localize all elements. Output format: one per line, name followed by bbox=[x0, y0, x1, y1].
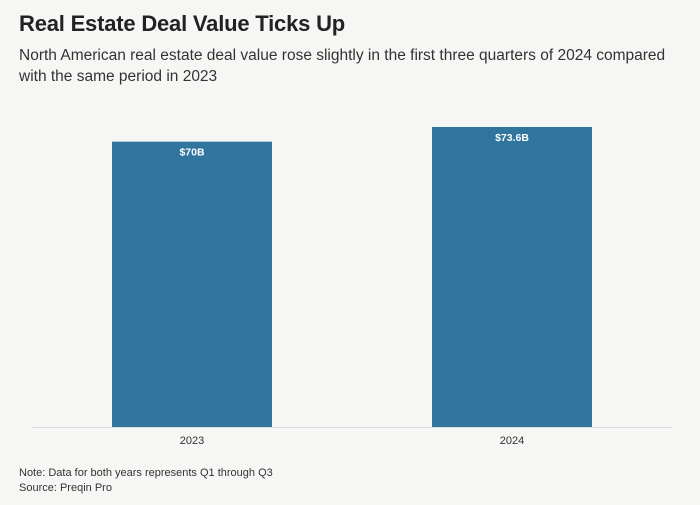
bar-value-label-2024: $73.6B bbox=[495, 132, 529, 144]
chart-subtitle: North American real estate deal value ro… bbox=[19, 47, 666, 85]
footnote: Note: Data for both years represents Q1 … bbox=[19, 467, 273, 479]
bar-value-label-2023: $70B bbox=[179, 147, 205, 159]
x-tick-label-2024: 2024 bbox=[500, 435, 524, 447]
x-tick-label-2023: 2023 bbox=[180, 435, 204, 447]
bar-2024 bbox=[432, 127, 592, 427]
bar-2023 bbox=[112, 141, 272, 427]
chart-footer: Note: Data for both years represents Q1 … bbox=[19, 466, 273, 496]
bar-chart: $70B 2023 $73.6B 2024 bbox=[32, 127, 672, 447]
chart-title: Real Estate Deal Value Ticks Up bbox=[19, 11, 346, 36]
source-line: Source: Preqin Pro bbox=[19, 482, 112, 494]
